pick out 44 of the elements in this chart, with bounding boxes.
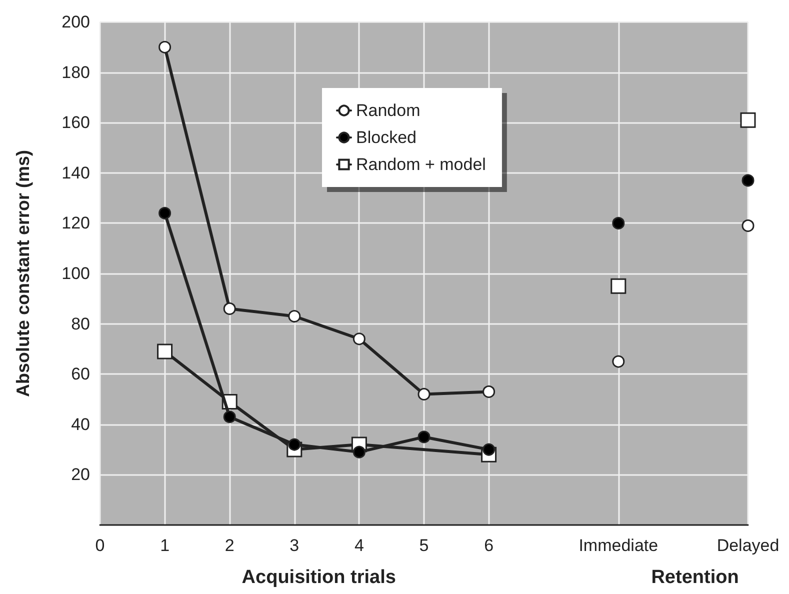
text: Retention xyxy=(651,567,739,588)
y-axis-title: Absolute constant error (ms) xyxy=(13,150,33,398)
point xyxy=(482,443,496,456)
point xyxy=(742,219,754,232)
y-tick-label: 180 xyxy=(62,62,90,82)
point xyxy=(742,174,754,187)
legend-label: Random xyxy=(356,101,420,120)
point xyxy=(610,278,626,294)
point xyxy=(157,344,173,360)
y-tick-label: 140 xyxy=(62,163,90,182)
y-tick-label: 60 xyxy=(71,364,90,384)
x-axis-title: Acquisition trials xyxy=(242,567,396,588)
point xyxy=(223,302,236,315)
point xyxy=(223,410,236,424)
point xyxy=(612,355,625,368)
x-tick-label: 4 xyxy=(354,536,364,555)
point xyxy=(418,430,430,444)
y-tick-label: 40 xyxy=(71,414,90,434)
y-tick-label: 160 xyxy=(62,113,90,132)
x-tick-label: Immediate xyxy=(578,536,658,555)
legend-label: Blocked xyxy=(356,128,416,147)
point xyxy=(740,112,756,128)
x-tick-label: 3 xyxy=(290,536,300,555)
legend-label: Random + model xyxy=(356,155,486,174)
y-tick-label: 20 xyxy=(71,465,90,484)
y-tick-label: 120 xyxy=(62,214,90,233)
point xyxy=(418,388,430,400)
x-tick-label: 5 xyxy=(419,536,429,555)
y-tick-label: 100 xyxy=(62,264,90,283)
point xyxy=(158,206,172,220)
point xyxy=(352,446,366,458)
point xyxy=(612,216,625,230)
y-tick-label: 200 xyxy=(62,12,90,32)
y-tick-label: 80 xyxy=(71,314,90,334)
x-tick-label: 2 xyxy=(224,536,234,555)
x-tick-label: 0 xyxy=(95,536,105,555)
point xyxy=(352,332,366,346)
point xyxy=(158,40,172,54)
point xyxy=(288,438,301,451)
point xyxy=(288,310,301,322)
point xyxy=(482,385,496,398)
x-tick-label: 6 xyxy=(484,536,494,555)
x-tick-label: 1 xyxy=(160,536,170,555)
x-tick-label: Delayed xyxy=(716,536,780,555)
